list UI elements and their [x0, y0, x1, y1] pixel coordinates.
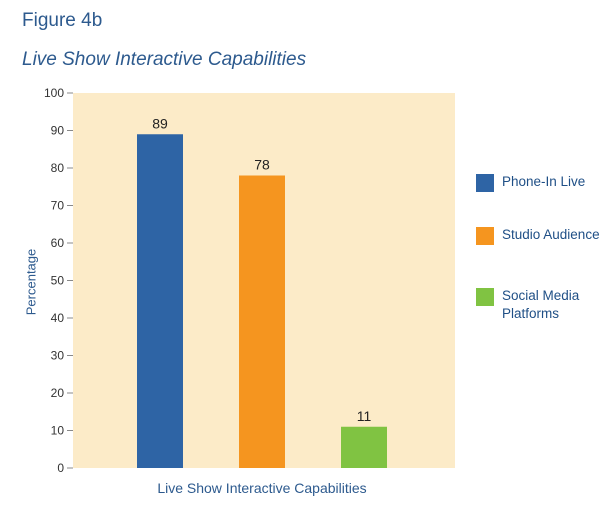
chart-title: Live Show Interactive Capabilities — [22, 49, 307, 70]
legend-swatch — [476, 288, 494, 306]
data-label: 89 — [152, 115, 168, 131]
y-tick-label: 60 — [51, 236, 65, 250]
legend-item-social-media-platforms: Social Media Platforms — [476, 287, 602, 323]
y-axis-label: Percentage — [23, 248, 39, 316]
y-tick-label: 50 — [51, 274, 65, 288]
legend-item-studio-audience: Studio Audience — [476, 226, 602, 245]
legend-label: Studio Audience — [502, 227, 600, 242]
legend-label: Phone-In Live — [502, 174, 586, 189]
y-tick-label: 90 — [51, 124, 65, 138]
y-tick-label: 20 — [51, 386, 65, 400]
y-tick-label: 40 — [51, 311, 65, 325]
y-tick-label: 0 — [57, 461, 64, 475]
bar-phone-in-live — [137, 134, 183, 468]
x-axis-label: Live Show Interactive Capabilities — [157, 480, 367, 496]
y-tick-label: 70 — [51, 199, 65, 213]
y-tick-label: 10 — [51, 424, 65, 438]
y-tick-label: 30 — [51, 349, 65, 363]
figure-label: Figure 4b — [22, 10, 103, 31]
legend-item-phone-in-live: Phone-In Live — [476, 173, 602, 192]
y-tick-label: 80 — [51, 161, 65, 175]
legend-swatch — [476, 174, 494, 192]
bar-studio-audience — [239, 175, 285, 468]
legend-swatch — [476, 227, 494, 245]
bar-social-media-platforms — [341, 426, 387, 468]
data-label: 11 — [357, 408, 372, 424]
legend-label: Social Media Platforms — [502, 288, 580, 321]
data-label: 78 — [254, 157, 270, 173]
y-tick-label: 100 — [44, 86, 64, 100]
